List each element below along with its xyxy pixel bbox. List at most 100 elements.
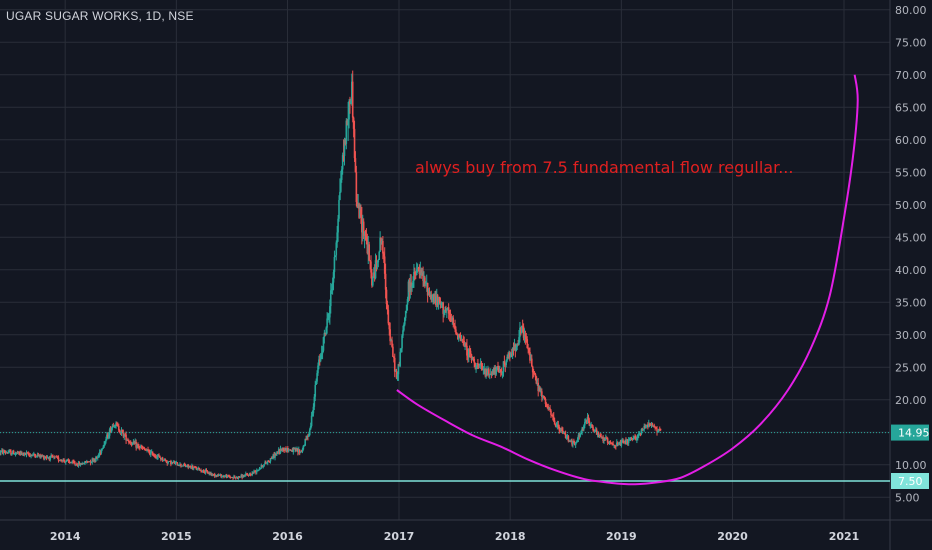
candle-body xyxy=(523,333,526,338)
candle-body xyxy=(305,439,307,440)
candle-body xyxy=(431,298,434,300)
candle-body xyxy=(266,460,269,464)
candle-body xyxy=(174,462,177,464)
candle-body xyxy=(645,425,647,429)
candle-body xyxy=(460,340,463,342)
candle-body xyxy=(178,465,180,466)
candle-body xyxy=(402,330,404,336)
candle-body xyxy=(406,299,409,305)
candle-body xyxy=(575,441,578,443)
candle-body xyxy=(650,423,653,426)
candle-body xyxy=(427,291,430,296)
candle-body xyxy=(260,465,263,468)
candle-body xyxy=(616,442,619,445)
candle-body xyxy=(6,452,9,454)
candle-body xyxy=(581,428,583,432)
candle-body xyxy=(421,272,423,275)
candle-body xyxy=(478,364,481,366)
candle-body xyxy=(480,362,483,367)
candle-body xyxy=(572,440,574,445)
candle-body xyxy=(250,474,253,476)
candle-body xyxy=(30,455,32,457)
candle-body xyxy=(482,369,485,371)
candle-body xyxy=(656,428,658,432)
candle-body xyxy=(640,429,643,434)
candle-body xyxy=(322,337,325,351)
candlestick-series xyxy=(0,70,662,480)
candle-body xyxy=(563,432,566,435)
candle-body xyxy=(287,447,289,452)
candle-body xyxy=(96,456,99,459)
candle-body xyxy=(463,340,465,347)
candle-body xyxy=(378,251,381,260)
candle-body xyxy=(399,351,402,367)
candle-body xyxy=(263,464,265,467)
candle-body xyxy=(462,340,465,342)
candle-body xyxy=(171,462,174,463)
candle-body xyxy=(500,372,503,374)
candle-body xyxy=(147,449,149,451)
candle-body xyxy=(623,442,625,444)
y-tick-label: 40.00 xyxy=(895,264,927,277)
candle-body xyxy=(506,356,508,361)
candle-body xyxy=(71,461,73,463)
candle-body xyxy=(247,475,250,476)
candle-body xyxy=(149,451,152,455)
candle-body xyxy=(372,277,374,286)
candle-body xyxy=(20,452,22,455)
candle-body xyxy=(654,427,656,429)
candle-body xyxy=(576,439,579,442)
candle-body xyxy=(641,429,644,430)
candle-body xyxy=(642,429,645,431)
candle-body xyxy=(428,291,431,296)
candle-body xyxy=(106,434,108,440)
candle-body xyxy=(651,423,654,426)
candle-body xyxy=(511,347,514,357)
candle-body xyxy=(39,454,42,457)
candle-body xyxy=(282,447,285,451)
candle-body xyxy=(381,240,383,243)
candle-body xyxy=(618,441,621,445)
candle-body xyxy=(455,329,457,334)
candle-body xyxy=(111,425,114,429)
candle-body xyxy=(382,240,384,254)
candle-body xyxy=(25,452,28,455)
candle-body xyxy=(34,455,37,458)
candle-body xyxy=(499,369,502,373)
candle-body xyxy=(612,443,614,446)
candle-body xyxy=(162,460,165,462)
candle-body xyxy=(316,373,318,382)
candle-body xyxy=(60,460,63,461)
candle-body xyxy=(197,467,200,469)
candle-body xyxy=(229,476,232,478)
candle-body xyxy=(603,440,605,442)
candle-body xyxy=(213,474,216,477)
candle-body xyxy=(607,442,610,444)
candle-body xyxy=(181,465,184,467)
candle-body xyxy=(597,432,600,436)
candle-body xyxy=(35,456,38,458)
candle-body xyxy=(220,474,222,478)
candle-body xyxy=(146,449,148,451)
candle-body xyxy=(658,429,661,430)
candle-body xyxy=(426,282,429,296)
candle-body xyxy=(257,469,260,471)
candle-body xyxy=(539,387,541,392)
candle-body xyxy=(472,357,475,359)
candle-body xyxy=(497,366,499,368)
candle-body xyxy=(47,457,50,459)
candle-body xyxy=(14,453,17,455)
candle-body xyxy=(388,323,391,330)
candle-body xyxy=(516,344,518,347)
candle-body xyxy=(554,424,557,427)
x-tick-label: 2020 xyxy=(717,530,748,543)
candle-body xyxy=(86,461,89,463)
candle-body xyxy=(584,422,586,426)
candle-body xyxy=(240,475,243,477)
candle-body xyxy=(570,440,572,442)
candle-body xyxy=(168,460,170,462)
y-tick-label: 25.00 xyxy=(895,361,927,374)
candle-body xyxy=(620,441,623,446)
candle-body xyxy=(577,435,580,440)
